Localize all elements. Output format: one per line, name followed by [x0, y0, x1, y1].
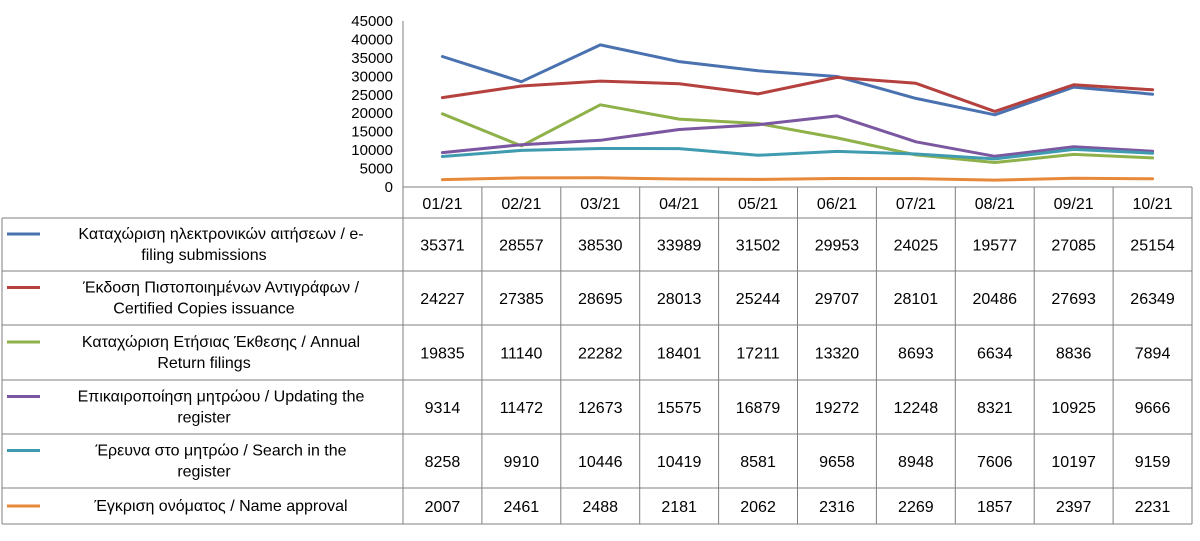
series-name: Επικαιροποίηση μητρώου / Updating the reg…	[78, 389, 365, 427]
x-tick-label: 06/21	[817, 196, 857, 213]
y-tick-label: 20000	[351, 105, 393, 122]
table-cell-value: 2397	[1056, 499, 1092, 516]
table-cell-value: 2062	[740, 499, 776, 516]
table-cell-value: 10925	[1051, 400, 1096, 417]
series-line	[440, 43, 1155, 117]
x-tick-label: 02/21	[501, 196, 541, 213]
data-table: 01/21 02/21 03/21 04/21 05/21 06/21 07/21 08/21…	[1, 186, 1193, 525]
series-name: Έρευνα στο μητρώο / Search in the registe…	[94, 443, 346, 481]
table-cell-value: 8321	[977, 400, 1013, 417]
table-cell-value: 11472	[500, 400, 543, 417]
table-cell-value: 9159	[1135, 454, 1171, 471]
table-cell-value: 28557	[499, 238, 544, 255]
y-tick-label: 10000	[351, 142, 393, 159]
table-cell-value: 28013	[657, 291, 702, 308]
table-cell-value: 8836	[1056, 346, 1092, 363]
table-cell-value: 33989	[657, 238, 702, 255]
table-cell-value: 2231	[1135, 499, 1171, 516]
series-name: Καταχώριση ηλεκτρονικών αιτήσεων / e-fil…	[78, 226, 363, 264]
x-tick-label: 09/21	[1054, 196, 1094, 213]
y-tick-label: 30000	[351, 68, 393, 85]
table-cell-value: 22282	[578, 346, 623, 363]
series-name: Έκδοση Πιστοποιημένων Αντιγράφων / Certif…	[82, 280, 360, 318]
table-cell-value: 27385	[499, 291, 544, 308]
table-cell-value: 8948	[898, 454, 934, 471]
table-cell-value: 29707	[815, 291, 860, 308]
table-cell-value: 19835	[420, 346, 465, 363]
table-cell-value: 2007	[425, 499, 461, 516]
table-cell-value: 2461	[504, 499, 540, 516]
table-cell-value: 24025	[894, 238, 939, 255]
table-cell-value: 2269	[898, 499, 934, 516]
table-cell-value: 7894	[1135, 346, 1171, 363]
table-cell-value: 7606	[977, 454, 1013, 471]
y-tick-label: 0	[385, 179, 393, 196]
table-cell-value: 6634	[977, 346, 1013, 363]
y-tick-label: 40000	[351, 31, 393, 48]
table-cell-value: 26349	[1130, 291, 1175, 308]
table-cell-value: 27693	[1051, 291, 1096, 308]
x-tick-label: 05/21	[738, 196, 778, 213]
table-cell-value: 9658	[819, 454, 855, 471]
x-tick-label: 10/21	[1133, 196, 1173, 213]
x-tick-label: 04/21	[659, 196, 699, 213]
table-cell-value: 13320	[815, 346, 860, 363]
table-cell-value: 27085	[1051, 238, 1096, 255]
series-name: Έγκριση ονόματος / Name approval	[93, 498, 347, 515]
x-tick-label: 01/21	[422, 196, 462, 213]
table-cell-value: 28695	[578, 291, 623, 308]
table-cell-value: 9910	[504, 454, 540, 471]
table-cell-value: 19577	[973, 238, 1018, 255]
series-line	[440, 114, 1155, 158]
plot-area	[440, 43, 1155, 182]
x-tick-label: 07/21	[896, 196, 936, 213]
y-tick-label: 25000	[351, 87, 393, 104]
series-line	[440, 75, 1155, 113]
table-cell-value: 29953	[815, 238, 860, 255]
table-cell-value: 19272	[815, 400, 860, 417]
table-cell-value: 31502	[736, 238, 781, 255]
table-cell-value: 2316	[819, 499, 855, 516]
y-tick-label: 45000	[351, 13, 393, 30]
table-cell-value: 15575	[657, 400, 702, 417]
table-cell-value: 12673	[578, 400, 623, 417]
series-line	[440, 176, 1155, 182]
table-cell-value: 12248	[894, 400, 939, 417]
table-cell-value: 9314	[425, 400, 461, 417]
table-cell-value: 10446	[578, 454, 623, 471]
table-cell-value: 28101	[894, 291, 939, 308]
table-cell-value: 20486	[973, 291, 1018, 308]
table-cell-value: 25244	[736, 291, 781, 308]
table-cell-value: 8693	[898, 346, 934, 363]
series-line	[440, 103, 1155, 164]
table-cell-value: 9666	[1135, 400, 1171, 417]
series-name: Καταχώριση Ετήσιας Έκθεσης / Annual Retur…	[82, 334, 360, 372]
table-cell-value: 18401	[657, 346, 702, 363]
x-tick-label: 03/21	[580, 196, 620, 213]
table-cell-value: 10419	[657, 454, 702, 471]
table-cell-value: 35371	[420, 238, 465, 255]
table-cell-value: 8581	[740, 454, 776, 471]
table-cell-value: 2181	[661, 499, 697, 516]
y-tick-label: 5000	[360, 161, 393, 178]
table-cell-value: 11140	[500, 346, 542, 363]
table-cell-value: 2488	[582, 499, 618, 516]
x-tick-label: 08/21	[975, 196, 1015, 213]
series-line	[440, 147, 1155, 161]
table-cell-value: 16879	[736, 400, 781, 417]
table-cell-value: 1857	[977, 499, 1013, 516]
table-cell-value: 24227	[420, 291, 465, 308]
table-cell-value: 8258	[425, 454, 461, 471]
y-tick-label: 15000	[351, 124, 393, 141]
y-tick-label: 35000	[351, 50, 393, 67]
table-cell-value: 17211	[736, 346, 779, 363]
table-cell-value: 25154	[1130, 238, 1175, 255]
table-cell-value: 10197	[1051, 454, 1096, 471]
table-cell-value: 38530	[578, 238, 623, 255]
